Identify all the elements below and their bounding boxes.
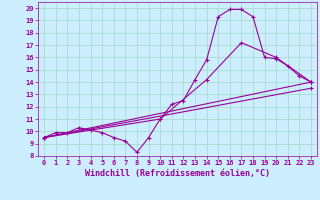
X-axis label: Windchill (Refroidissement éolien,°C): Windchill (Refroidissement éolien,°C) (85, 169, 270, 178)
